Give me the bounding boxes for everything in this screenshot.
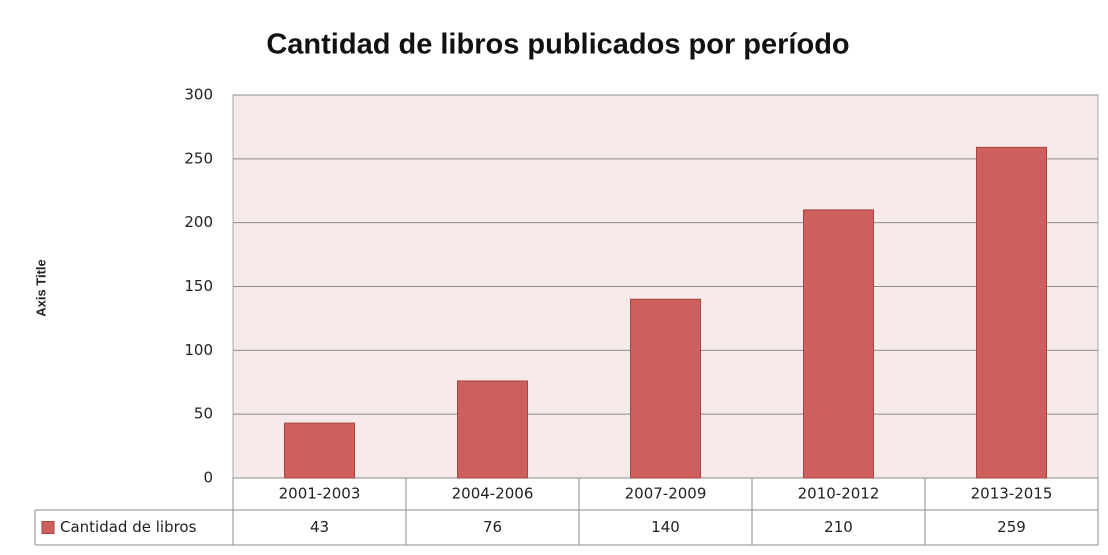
x-tick-label: 2013-2015 — [971, 485, 1053, 503]
y-tick-label: 0 — [203, 469, 213, 487]
table-value: 43 — [310, 518, 329, 536]
chart-title: Cantidad de libros publicados por períod… — [266, 29, 849, 61]
x-tick-label: 2007-2009 — [625, 485, 707, 503]
table-value: 140 — [651, 518, 680, 536]
bar — [630, 298, 701, 479]
x-tick-label: 2010-2012 — [798, 485, 880, 503]
y-axis-title: Axis Title — [33, 259, 48, 317]
y-tick-label: 50 — [194, 405, 213, 423]
table-value: 259 — [997, 518, 1026, 536]
table-value: 210 — [824, 518, 853, 536]
table-value: 76 — [483, 518, 502, 536]
y-tick-label: 100 — [184, 341, 213, 359]
bar — [803, 209, 874, 479]
bar — [457, 380, 528, 479]
x-tick-label: 2004-2006 — [452, 485, 534, 503]
legend-key — [41, 521, 55, 534]
y-tick-label: 250 — [184, 149, 213, 167]
y-tick-label: 300 — [184, 86, 213, 104]
y-tick-label: 200 — [184, 213, 213, 231]
bar — [976, 146, 1047, 479]
legend-label: Cantidad de libros — [60, 518, 197, 536]
x-tick-label: 2001-2003 — [279, 485, 361, 503]
y-tick-label: 150 — [184, 277, 213, 295]
bar — [284, 422, 355, 479]
